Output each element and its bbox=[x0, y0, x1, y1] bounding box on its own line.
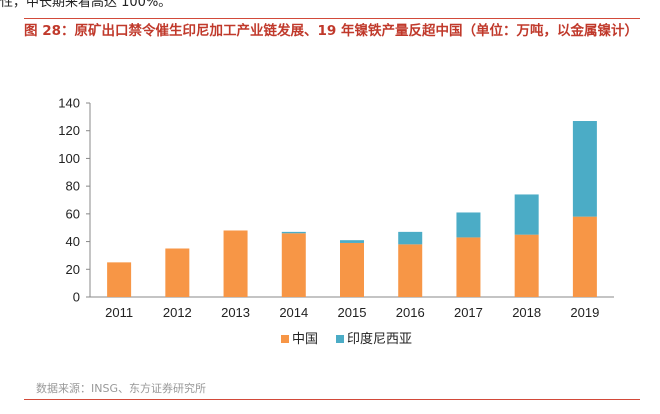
x-tick-label: 2013 bbox=[221, 305, 250, 320]
top-text-fragment: 性，中长期来看高达 100%。 bbox=[0, 0, 172, 10]
x-tick-label: 2015 bbox=[338, 305, 367, 320]
bar-china bbox=[456, 237, 481, 297]
x-tick-label: 2019 bbox=[570, 305, 599, 320]
legend-label-china: 中国 bbox=[292, 331, 318, 346]
bar-china bbox=[281, 233, 306, 297]
bar-indonesia bbox=[456, 212, 481, 238]
y-tick-label: 20 bbox=[66, 262, 80, 277]
x-tick-label: 2011 bbox=[105, 305, 133, 320]
y-tick-label: 140 bbox=[58, 96, 80, 111]
bar-indonesia bbox=[340, 240, 364, 243]
source-note: 数据来源：INSG、东方证券研究所 bbox=[36, 382, 206, 395]
y-tick-label: 0 bbox=[73, 290, 80, 305]
figure-title: 图 28：原矿出口禁令催生印尼加工产业链发展、19 年镍铁产量反超中国（单位：万… bbox=[24, 23, 638, 39]
x-tick-label: 2017 bbox=[454, 305, 483, 320]
bar-china bbox=[514, 234, 539, 297]
y-tick-label: 120 bbox=[58, 123, 80, 138]
bar-china bbox=[165, 248, 190, 297]
x-tick-label: 2018 bbox=[512, 305, 541, 320]
y-tick-label: 40 bbox=[66, 234, 80, 249]
bar-china bbox=[572, 216, 597, 297]
y-tick-label: 60 bbox=[66, 206, 80, 221]
bar-indonesia bbox=[572, 121, 597, 217]
bar-china bbox=[107, 262, 132, 297]
bar-indonesia bbox=[514, 194, 539, 235]
bar-china bbox=[398, 244, 423, 297]
bar-china bbox=[223, 230, 248, 297]
legend-swatch-china bbox=[281, 335, 289, 343]
legend-swatch-indonesia bbox=[336, 335, 344, 343]
bottom-rule bbox=[24, 399, 640, 400]
x-tick-label: 2012 bbox=[163, 305, 192, 320]
y-tick-label: 80 bbox=[66, 179, 80, 194]
bar-china bbox=[340, 242, 364, 297]
legend-label-indonesia: 印度尼西亚 bbox=[347, 331, 412, 346]
bar-indonesia bbox=[398, 231, 423, 245]
title-rule bbox=[24, 18, 640, 19]
x-tick-label: 2016 bbox=[396, 305, 425, 320]
y-tick-label: 100 bbox=[58, 151, 80, 166]
bar-indonesia bbox=[281, 231, 306, 234]
x-tick-label: 2014 bbox=[279, 305, 308, 320]
